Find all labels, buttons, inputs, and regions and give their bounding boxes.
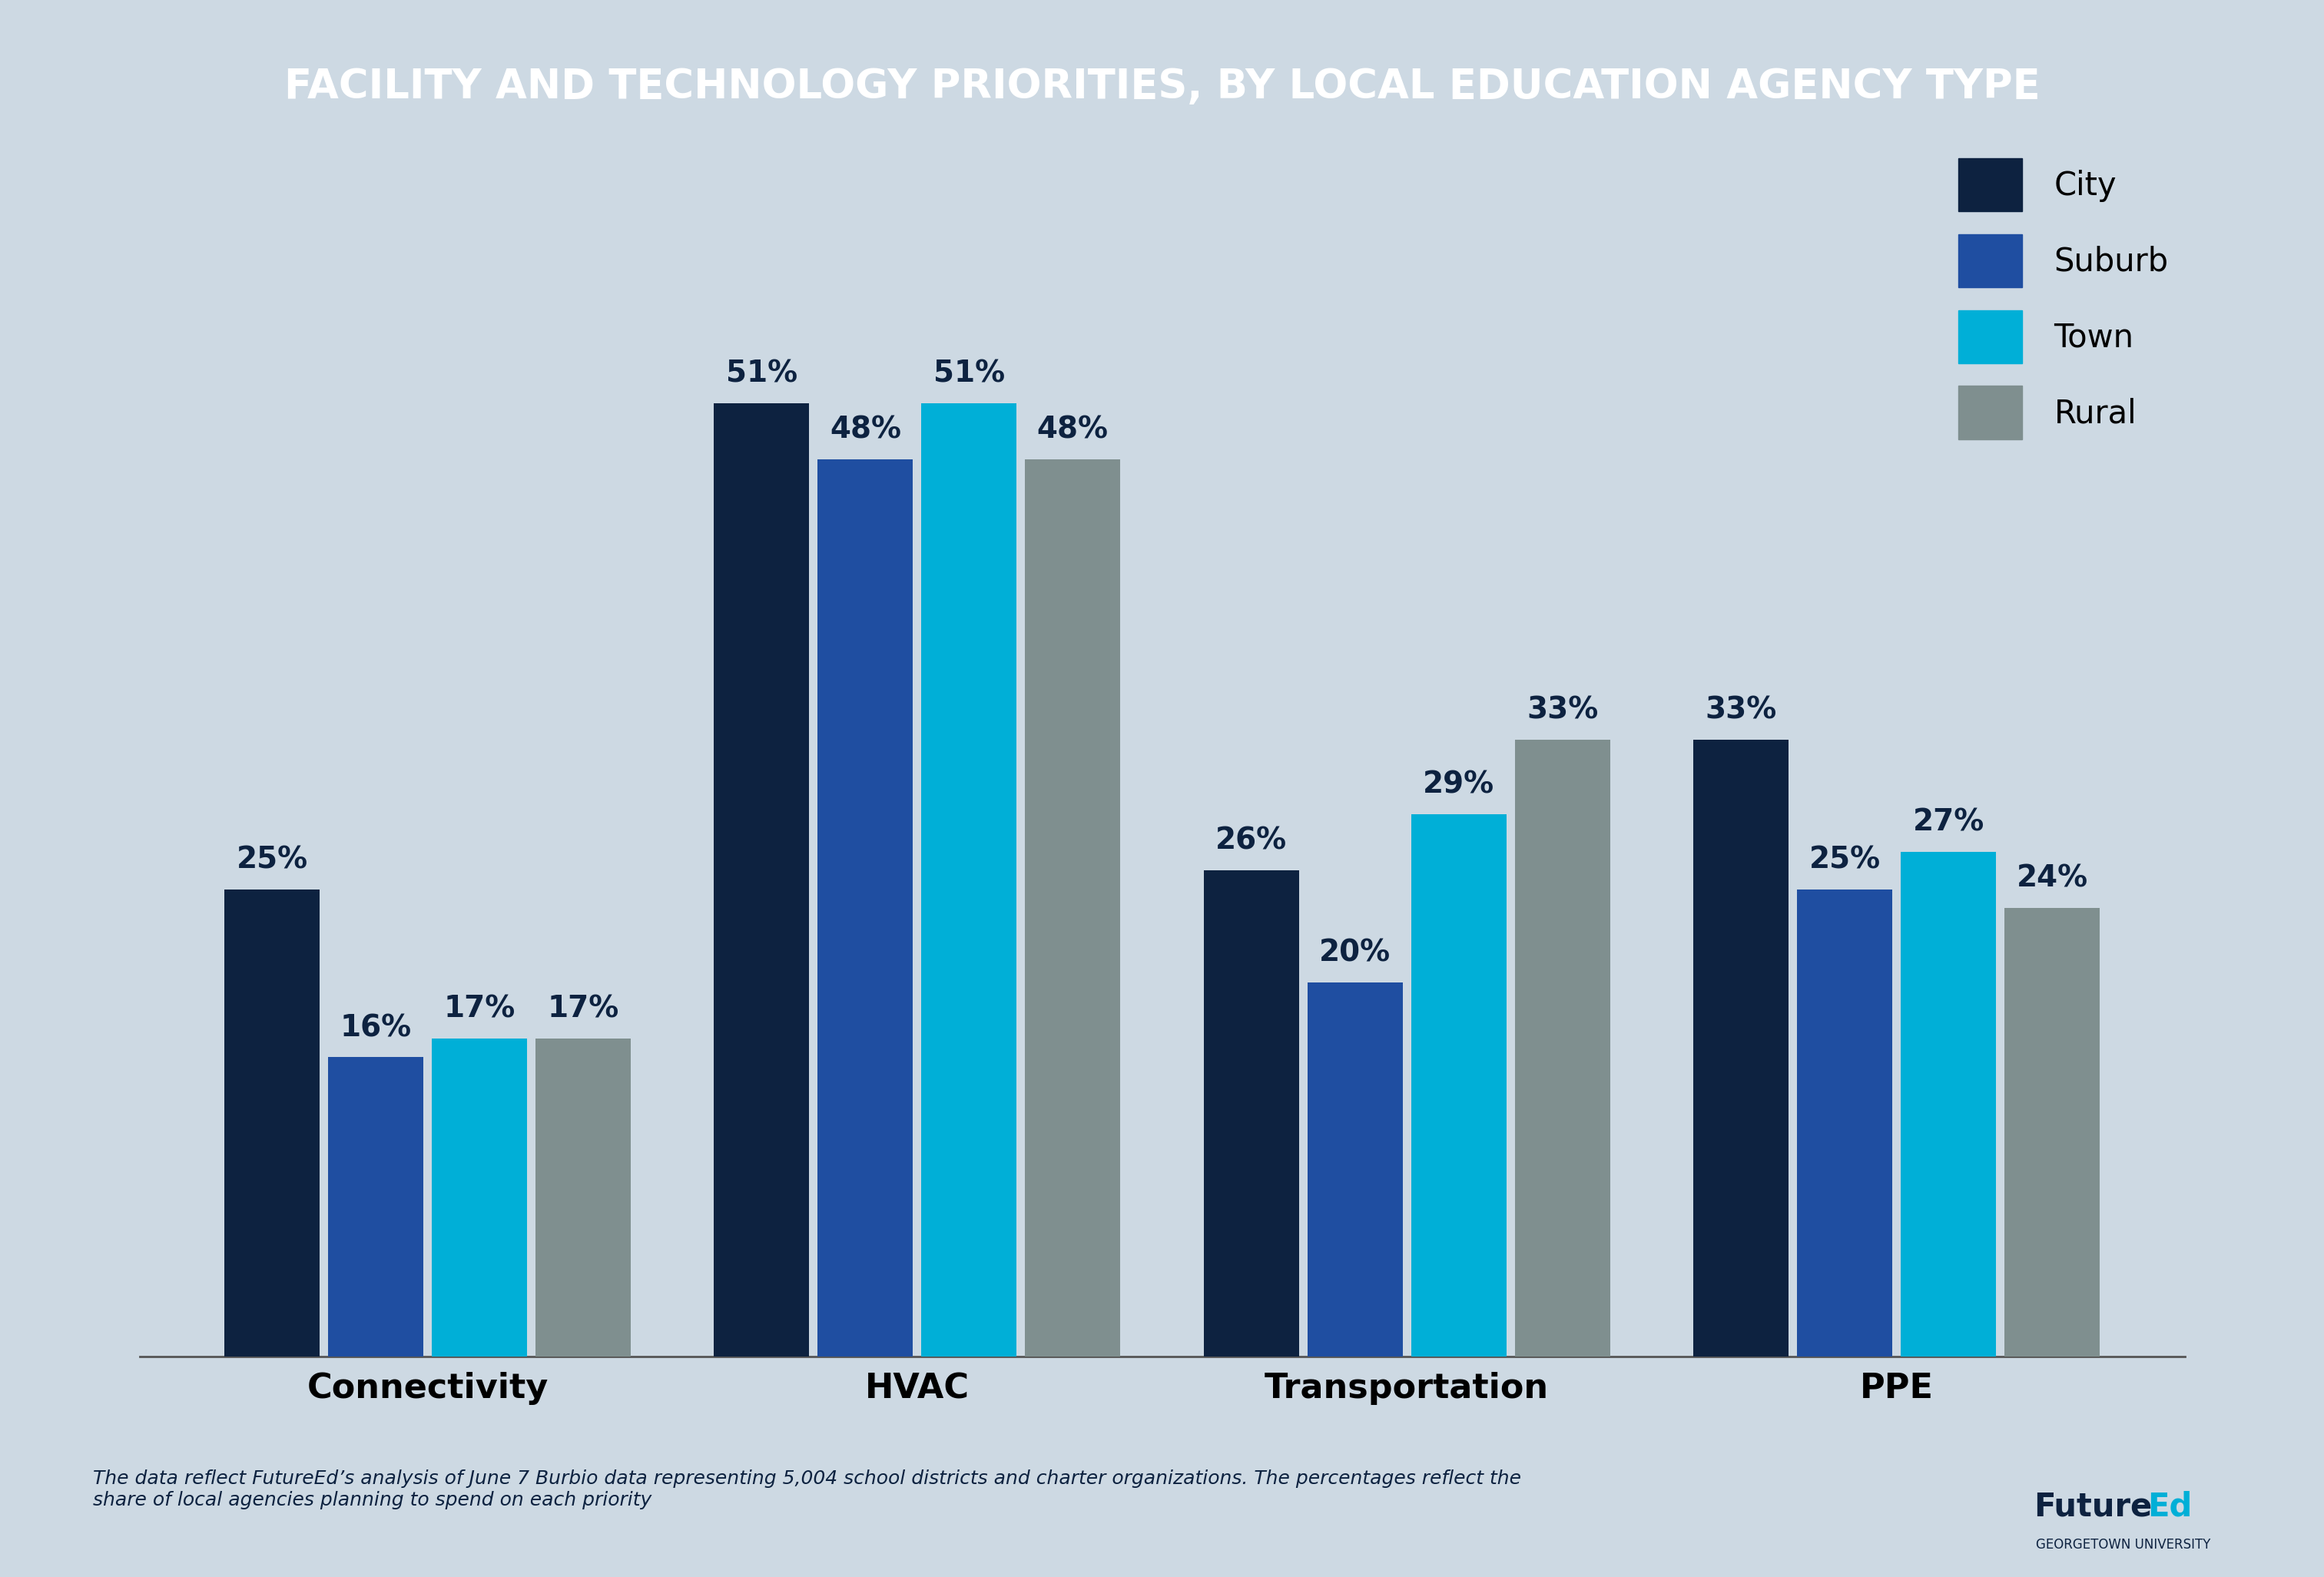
Text: GEORGETOWN UNIVERSITY: GEORGETOWN UNIVERSITY <box>2036 1538 2210 1552</box>
Text: 33%: 33% <box>1527 695 1599 725</box>
Text: Ed: Ed <box>2147 1490 2192 1522</box>
Text: 33%: 33% <box>1706 695 1778 725</box>
Text: 26%: 26% <box>1215 826 1287 856</box>
Bar <box>920 404 1016 1356</box>
Bar <box>1694 740 1789 1356</box>
Bar <box>432 1039 528 1356</box>
Text: 20%: 20% <box>1320 938 1390 968</box>
Bar <box>1308 982 1404 1356</box>
Bar <box>223 889 321 1356</box>
Text: 17%: 17% <box>546 995 618 1023</box>
Text: 16%: 16% <box>339 1012 411 1042</box>
Text: 25%: 25% <box>237 845 307 874</box>
Bar <box>328 1057 423 1356</box>
Bar <box>818 459 913 1356</box>
Text: 27%: 27% <box>1913 807 1985 837</box>
Bar <box>1796 889 1892 1356</box>
Legend: City, Suburb, Town, Rural: City, Suburb, Town, Rural <box>1957 158 2168 440</box>
Text: 24%: 24% <box>2017 864 2087 893</box>
Bar <box>1025 459 1120 1356</box>
Text: 51%: 51% <box>934 360 1004 388</box>
Bar <box>2003 908 2101 1356</box>
Text: 29%: 29% <box>1422 770 1494 800</box>
Bar <box>1204 871 1299 1356</box>
Text: 17%: 17% <box>444 995 516 1023</box>
Bar <box>1901 852 1996 1356</box>
Bar <box>535 1039 630 1356</box>
Text: Future: Future <box>2034 1490 2152 1522</box>
Bar <box>1411 814 1506 1356</box>
Bar <box>1515 740 1611 1356</box>
Text: 48%: 48% <box>1037 415 1109 445</box>
Bar <box>713 404 809 1356</box>
Text: 25%: 25% <box>1808 845 1880 874</box>
Text: FACILITY AND TECHNOLOGY PRIORITIES, BY LOCAL EDUCATION AGENCY TYPE: FACILITY AND TECHNOLOGY PRIORITIES, BY L… <box>284 66 2040 107</box>
Text: 51%: 51% <box>725 360 797 388</box>
Text: 48%: 48% <box>830 415 902 445</box>
Text: The data reflect FutureEd’s analysis of June 7 Burbio data representing 5,004 sc: The data reflect FutureEd’s analysis of … <box>93 1470 1522 1509</box>
